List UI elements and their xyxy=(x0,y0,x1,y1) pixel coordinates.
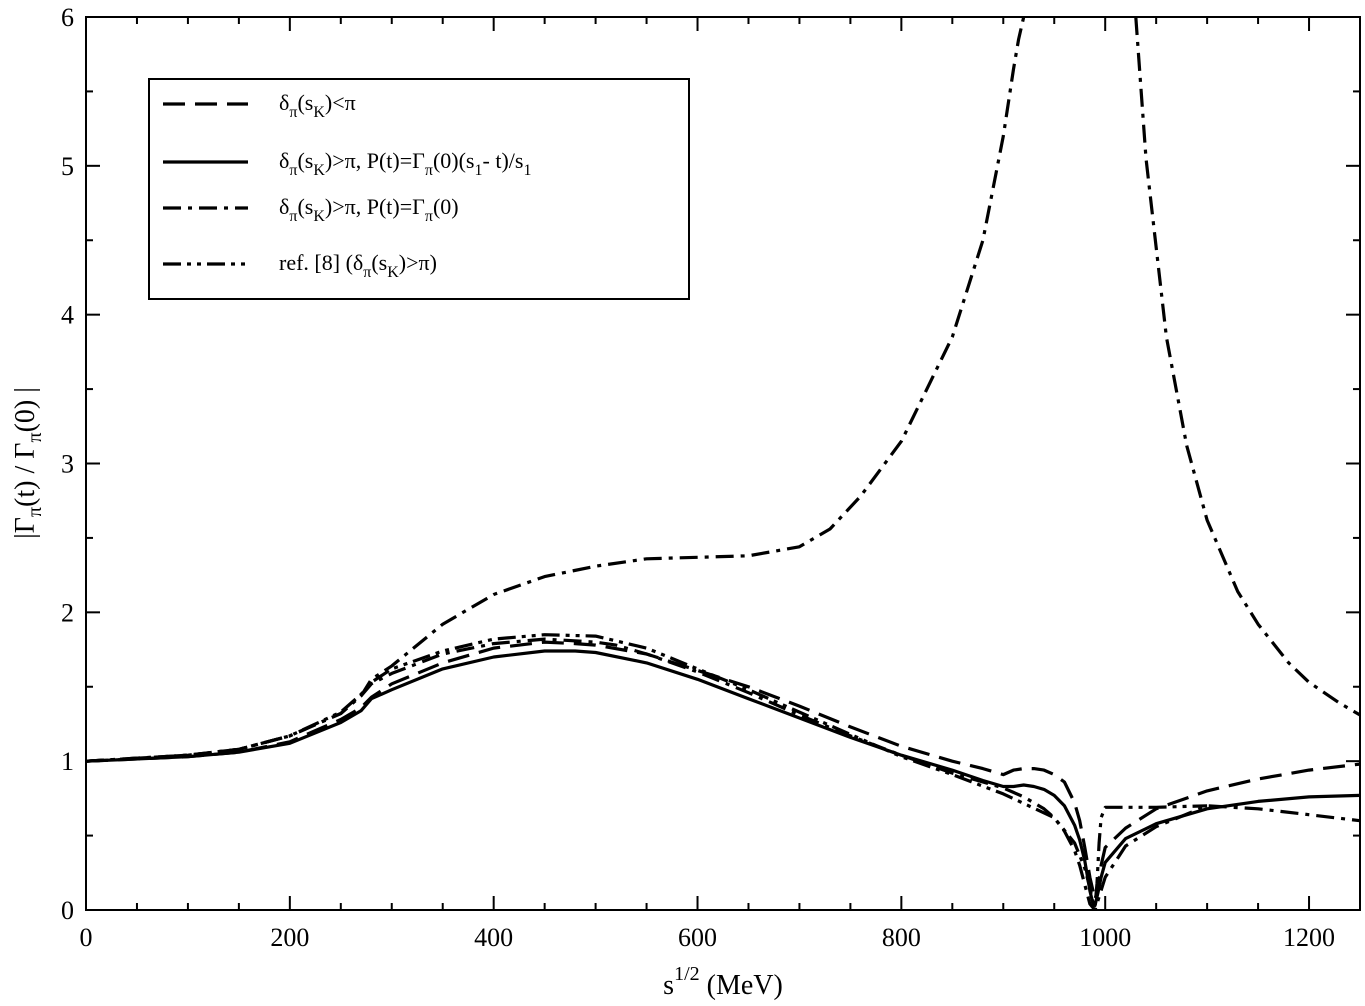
legend-label-part: δ xyxy=(279,194,289,219)
x-axis-label-base: s xyxy=(663,970,674,1001)
x-axis-label-sup: 1/2 xyxy=(674,963,700,985)
series-line-3 xyxy=(86,637,1360,910)
legend-label-part: δ xyxy=(279,90,289,115)
y-axis-label-mid: (t) / xyxy=(10,459,41,507)
y-tick-label: 3 xyxy=(61,450,74,479)
series-lines xyxy=(86,17,1360,910)
y-tick-label: 4 xyxy=(61,301,74,330)
legend-label-part: π xyxy=(289,162,297,179)
legend: δπ(sK)<πδπ(sK)>π, P(t)=Γπ(0)(s1- t)/s1δπ… xyxy=(148,78,690,300)
legend-label-3: δπ(sK)>π, P(t)=Γπ(0) xyxy=(279,194,459,225)
legend-label-part: π xyxy=(289,104,297,121)
legend-label-part: π xyxy=(425,162,433,179)
legend-label-part: π xyxy=(425,208,433,225)
legend-label-part: )>π, P(t)=Γ xyxy=(325,148,425,173)
legend-label-part: )>π) xyxy=(399,250,437,275)
legend-label-part: K xyxy=(313,104,325,121)
x-tick-label: 400 xyxy=(474,923,513,952)
legend-label-part: - t)/s xyxy=(483,148,524,173)
x-tick-label: 1200 xyxy=(1283,923,1335,952)
legend-label-2: δπ(sK)>π, P(t)=Γπ(0)(s1- t)/s1 xyxy=(279,148,531,179)
x-tick-label: 800 xyxy=(882,923,921,952)
y-axis-label-sub2: π xyxy=(24,432,46,442)
axis-tick-labels: 0 200 400 600 800 1000 1200 0 1 2 3 4 5 6 xyxy=(61,3,1335,952)
y-axis-label-post: (0) | xyxy=(10,387,41,432)
y-tick-label: 6 xyxy=(61,3,74,32)
legend-label-part: K xyxy=(313,208,325,225)
legend-label-part: ref. [8] (δ xyxy=(279,250,363,275)
y-tick-label: 0 xyxy=(61,896,74,925)
axis-ticks xyxy=(85,16,1361,911)
legend-box xyxy=(148,78,690,300)
legend-label-part: (s xyxy=(297,148,313,173)
legend-label-part: δ xyxy=(279,148,289,173)
legend-label-part: (s xyxy=(297,90,313,115)
series-line-6 xyxy=(1134,17,1360,717)
series-line-4 xyxy=(86,633,1208,909)
series-line-5 xyxy=(86,17,1026,763)
legend-label-part: K xyxy=(387,264,399,281)
x-tick-label: 600 xyxy=(678,923,717,952)
y-axis-label: |Γπ(t) / Γπ(0) | xyxy=(10,387,46,539)
legend-label-part: 1 xyxy=(475,162,483,179)
y-tick-label: 2 xyxy=(61,598,74,627)
y-tick-label: 5 xyxy=(61,152,74,181)
series-line-2 xyxy=(86,649,1360,908)
series-line-1 xyxy=(86,640,1360,902)
y-axis-label-bar-left: | xyxy=(10,533,41,539)
legend-label-4: ref. [8] (δπ(sK)>π) xyxy=(279,250,437,281)
x-tick-label: 0 xyxy=(80,923,93,952)
legend-label-part: K xyxy=(313,162,325,179)
x-axis-label: s1/2 (MeV) xyxy=(663,963,783,1001)
legend-label-part: (s xyxy=(297,194,313,219)
y-axis-label-sub1: π xyxy=(24,507,46,517)
x-axis-label-unit: (MeV) xyxy=(700,970,783,1001)
y-tick-label: 1 xyxy=(61,747,74,776)
legend-label-part: )<π xyxy=(325,90,356,115)
x-tick-label: 200 xyxy=(270,923,309,952)
y-axis-label-gamma2: Γ xyxy=(10,443,41,459)
legend-label-part: π xyxy=(363,264,371,281)
x-tick-label: 1000 xyxy=(1079,923,1131,952)
legend-label-part: (0)(s xyxy=(433,148,475,173)
legend-label-part: (0) xyxy=(433,194,459,219)
legend-label-part: (s xyxy=(371,250,387,275)
legend-label-1: δπ(sK)<π xyxy=(279,90,356,121)
legend-label-part: )>π, P(t)=Γ xyxy=(325,194,425,219)
y-axis-label-gamma1: Γ xyxy=(10,517,41,533)
legend-label-part: 1 xyxy=(523,162,531,179)
legend-label-part: π xyxy=(289,208,297,225)
